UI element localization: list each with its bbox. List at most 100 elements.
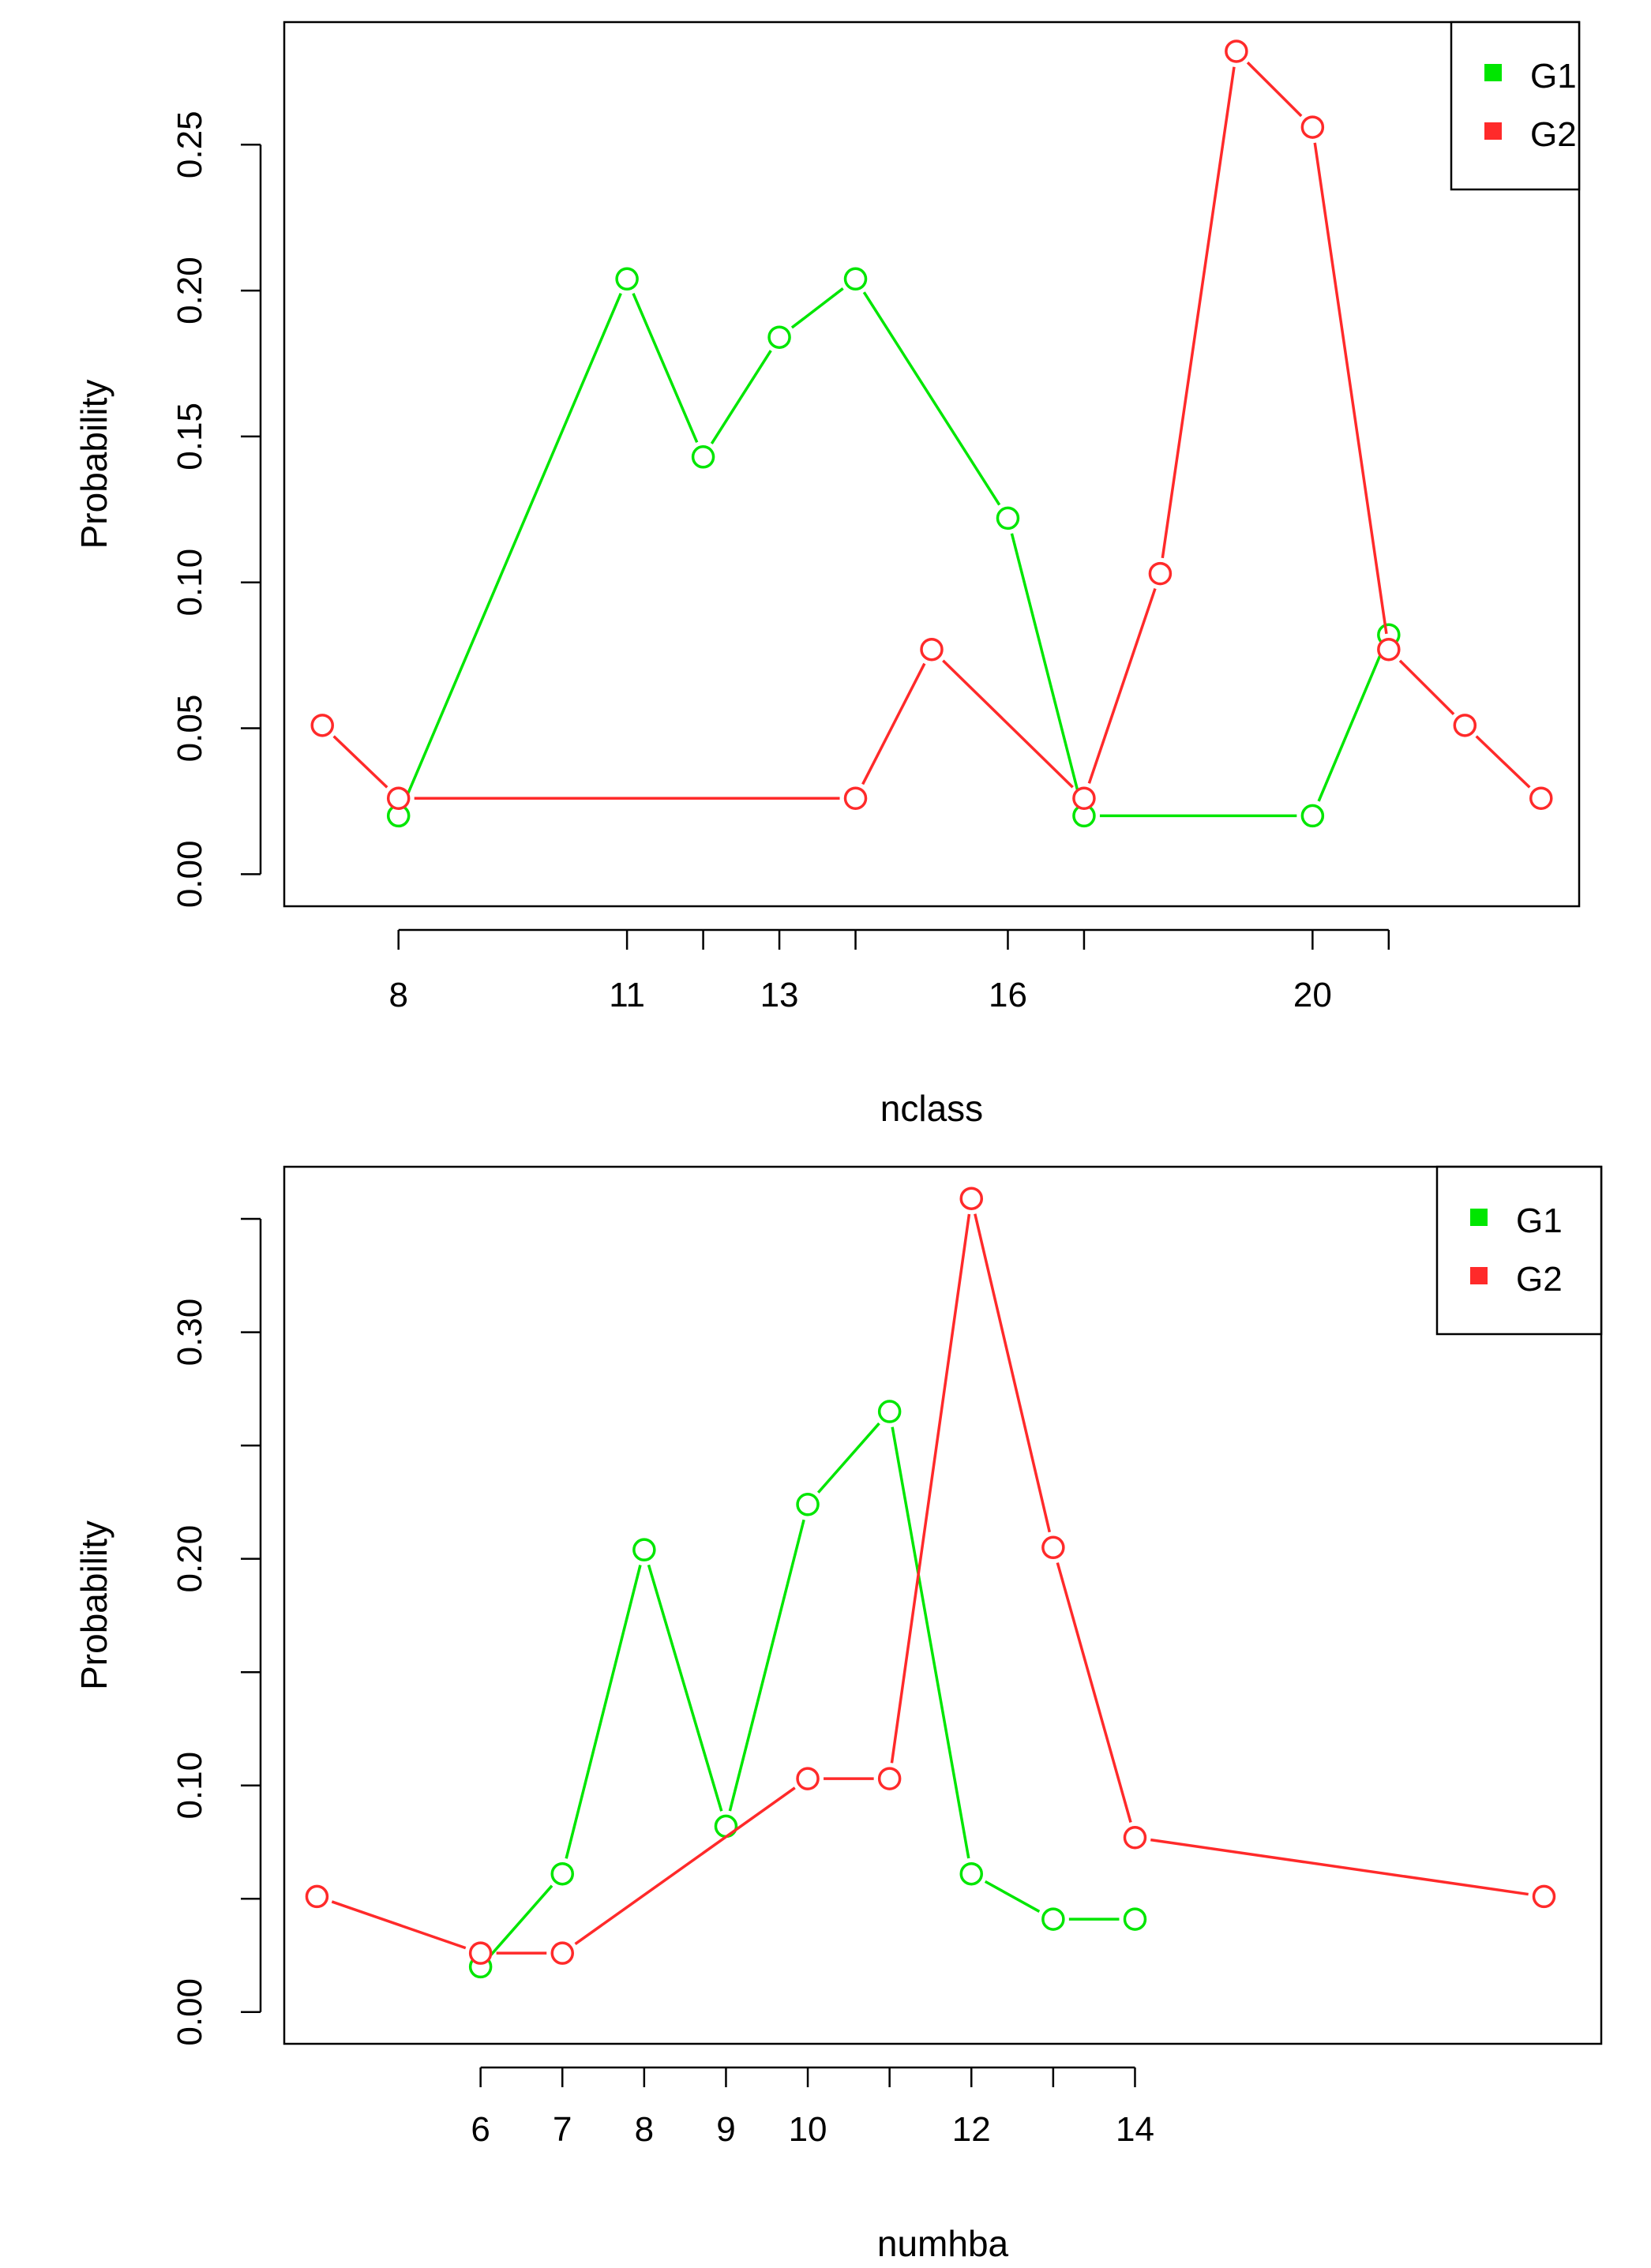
series-segment [490,1884,553,1956]
x-tick-label: 20 [1293,976,1332,1014]
legend-label-g2: G2 [1516,1260,1563,1299]
series-segment [984,1880,1041,1913]
series-segment [565,1565,642,1859]
series-segment [1313,142,1388,635]
data-point [1041,1907,1065,1931]
series-segment [710,350,772,444]
plot-frame [283,1165,1603,2045]
y-tick-label: 0.20 [171,257,209,324]
series-segment [1398,659,1455,715]
series-segment [1475,735,1531,789]
data-point [550,1861,574,1886]
data-point [1529,786,1553,810]
data-point [1072,786,1096,810]
data-point [843,786,868,810]
x-axis-title: nclass [880,1088,983,1129]
data-point [691,445,715,469]
x-axis-title: numhba [877,2223,1009,2264]
y-tick-label: 0.00 [171,841,209,909]
y-tick-label: 0.20 [171,1525,209,1593]
data-point [1300,804,1325,828]
data-point [1377,637,1401,662]
series-segment [891,1426,970,1859]
series-segment [1056,1562,1132,1823]
data-point [996,506,1020,530]
legend-swatch-g1 [1470,1209,1488,1226]
data-point [1041,1535,1065,1560]
y-axis-title: Probability [73,380,114,549]
data-point [386,786,411,810]
series-segment [790,287,844,329]
data-point [877,1767,902,1790]
data-point [632,1538,656,1561]
series-segment [890,1213,971,1764]
series-segment [1010,533,1082,801]
legend: G1 G2 [1450,21,1581,191]
y-tick-label: 0.30 [171,1299,209,1366]
x-tick-label: 16 [989,976,1027,1014]
y-tick-label: 0.05 [171,695,209,763]
series-g1 [468,1400,1147,1979]
data-point [877,1400,902,1423]
nclass-chart: 8 11 13 16 20 0.00 0.05 0.10 0.15 0.20 0.25 nclass… [73,21,1581,1129]
data-point [1225,39,1248,63]
x-tick-label: 13 [760,976,799,1014]
series-segment [1087,587,1157,784]
y-tick-label: 0.25 [171,111,209,178]
series-segment [332,735,388,789]
series-segment [1150,1838,1529,1896]
series-segment [728,1519,805,1812]
y-tick-label: 0.15 [171,403,209,470]
x-tick-label: 10 [789,2110,827,2149]
y-axis-title: Probability [73,1520,114,1690]
data-point [615,267,639,291]
data-point [1123,1826,1147,1850]
x-tick-label: 6 [471,2110,490,2149]
data-point [1148,561,1173,586]
series-g2 [310,39,1553,810]
data-point [305,1884,329,1909]
series-segment [574,1786,796,1946]
data-point [1123,1907,1147,1931]
series-segment [647,1564,723,1812]
series-segment [942,659,1074,789]
data-point [796,1492,820,1516]
data-point [1300,115,1325,139]
legend-swatch-g2 [1484,122,1502,140]
data-point [920,637,944,662]
numhba-chart: 6 7 8 9 10 12 14 0.00 0.10 0.20 0.30 numhba Probab… [73,1165,1603,2264]
series-segment [861,662,926,785]
legend: G1 G2 [1435,1165,1603,1336]
series-segment [1161,66,1236,559]
data-point [843,267,868,291]
legend-label-g1: G1 [1530,57,1577,96]
x-tick-label: 12 [952,2110,991,2149]
data-point [959,1186,984,1210]
series-segment [403,292,622,802]
legend-label-g1: G1 [1516,1201,1563,1240]
y-tick-label: 0.10 [171,549,209,617]
series-segment [1246,61,1303,118]
x-tick-label: 11 [609,976,645,1014]
data-point [468,1941,493,1965]
series-segment [632,292,699,444]
series-segment [816,1422,880,1494]
x-tick-label: 8 [635,2110,654,2149]
data-point [310,714,334,737]
data-point [796,1767,820,1790]
y-tick-label: 0.10 [171,1752,209,1820]
series-segment [974,1213,1052,1533]
data-point [714,1814,738,1839]
plot-frame [283,21,1581,908]
legend-swatch-g2 [1470,1267,1488,1284]
data-point [1453,714,1477,737]
series-segment [1317,648,1384,802]
data-point [1532,1884,1556,1909]
series-segment [331,1900,467,1950]
data-point [959,1861,984,1886]
x-tick-label: 7 [553,2110,572,2149]
series-segment [862,291,1001,506]
series-g2 [305,1186,1556,1965]
x-tick-label: 8 [388,976,407,1014]
